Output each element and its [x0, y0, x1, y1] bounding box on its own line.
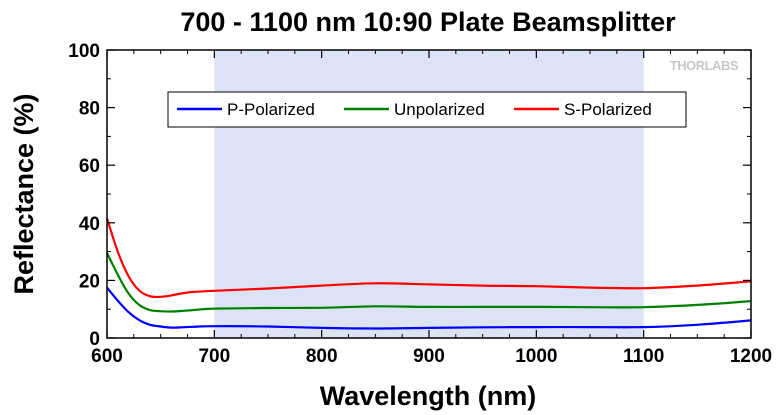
y-tick-label: 80 [79, 99, 100, 120]
x-tick-label: 900 [413, 346, 445, 367]
y-tick-label: 20 [79, 271, 100, 292]
tick-labels: 600 700 800 900 1000 1100 1200 0 20 40 60 80 100 [68, 41, 772, 367]
y-axis-title: Reflectance (%) [9, 93, 39, 294]
watermark-text: THORLABS [670, 58, 739, 73]
x-tick-label: 1100 [623, 346, 664, 367]
legend: P-Polarized Unpolarized S-Polarized [167, 91, 687, 128]
y-tick-label: 60 [79, 156, 100, 177]
x-tick-label: 1000 [515, 346, 557, 367]
legend-label-unpolarized: Unpolarized [394, 100, 485, 119]
x-tick-label: 800 [306, 346, 338, 367]
series-layer [105, 218, 752, 330]
y-tick-label: 40 [79, 214, 100, 235]
x-tick-label: 1200 [730, 346, 772, 367]
y-tick-label: 100 [68, 41, 100, 62]
x-tick-label: 600 [91, 346, 123, 367]
chart-title: 700 - 1100 nm 10:90 Plate Beamsplitter [180, 7, 676, 37]
watermark-logo: THORLABS [670, 58, 740, 73]
series-line-p-polarized [106, 286, 752, 330]
series-line-unpolarized [106, 252, 752, 313]
series-line-s-polarized [105, 218, 752, 299]
legend-label-s-polarized: S-Polarized [564, 100, 652, 119]
tick-marks [106, 49, 752, 339]
y-tick-label: 0 [89, 329, 100, 350]
x-tick-label: 700 [198, 346, 230, 367]
legend-label-p-polarized: P-Polarized [227, 100, 315, 119]
x-axis-title: Wavelength (nm) [320, 381, 537, 411]
legend-box [167, 91, 687, 128]
